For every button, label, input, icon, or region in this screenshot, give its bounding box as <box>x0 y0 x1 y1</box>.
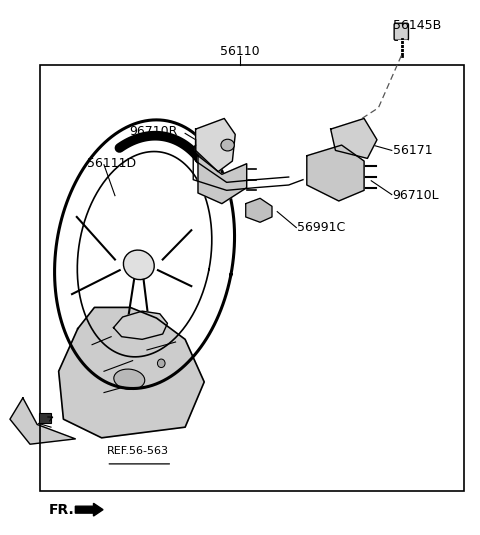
Polygon shape <box>246 198 272 222</box>
FancyArrow shape <box>75 503 103 516</box>
Polygon shape <box>307 145 364 201</box>
Polygon shape <box>198 156 247 204</box>
Circle shape <box>157 359 165 368</box>
Text: FR.: FR. <box>49 503 75 517</box>
Bar <box>39 65 464 491</box>
Text: 56111D: 56111D <box>87 157 136 170</box>
Text: 96710R: 96710R <box>130 125 178 138</box>
Bar <box>38 414 51 423</box>
Polygon shape <box>114 311 168 339</box>
Text: REF.56-563: REF.56-563 <box>107 446 168 456</box>
Polygon shape <box>59 308 204 438</box>
Text: 56171: 56171 <box>393 144 432 157</box>
Ellipse shape <box>221 139 234 151</box>
FancyBboxPatch shape <box>394 23 408 40</box>
Polygon shape <box>10 398 75 444</box>
Text: 56991C: 56991C <box>297 221 346 234</box>
Polygon shape <box>196 118 235 172</box>
Text: 56110: 56110 <box>220 45 260 58</box>
Text: 96710L: 96710L <box>393 189 439 202</box>
Ellipse shape <box>123 250 154 280</box>
Polygon shape <box>331 118 377 158</box>
Ellipse shape <box>114 369 145 389</box>
Text: 56145B: 56145B <box>393 19 441 32</box>
